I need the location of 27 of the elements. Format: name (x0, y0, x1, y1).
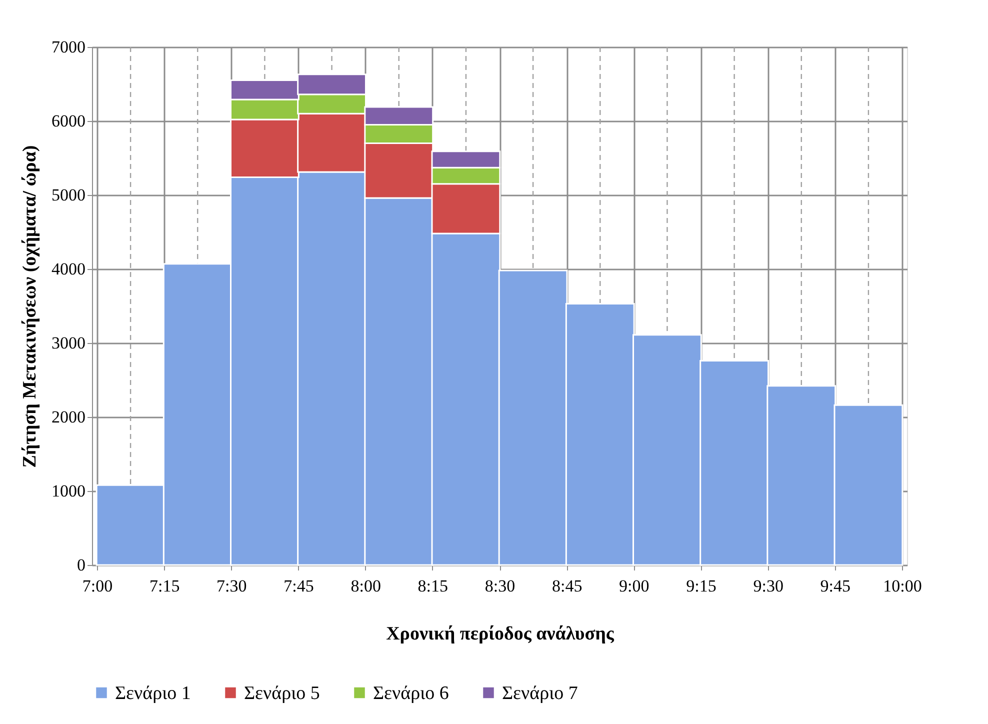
x-tick-label: 8:45 (552, 576, 582, 596)
legend-label: Σενάριο 5 (244, 682, 320, 704)
x-tick-label: 7:45 (284, 576, 314, 596)
y-axis-title: Ζήτηση Μετακινήσεων (οχήματα/ ώρα) (20, 145, 40, 468)
x-tick-label: 8:00 (350, 576, 381, 596)
x-tick-label: 9:30 (753, 576, 784, 596)
legend-label: Σενάριο 6 (373, 682, 449, 704)
y-tick-label: 5000 (52, 186, 86, 204)
y-tick-label: 6000 (52, 112, 86, 130)
x-tick-label: 7:15 (149, 576, 180, 596)
legend-label: Σενάριο 7 (502, 682, 578, 704)
x-axis-title: Χρονική περίοδος ανάλυσης (386, 624, 615, 644)
x-tick-label: 9:15 (686, 576, 716, 596)
legend-label: Σενάριο 1 (115, 682, 191, 704)
x-tick-label: 8:15 (418, 576, 448, 596)
y-tick-label: 7000 (52, 38, 86, 56)
y-tick-label: 4000 (52, 260, 86, 278)
x-tick-label: 7:00 (82, 576, 113, 596)
x-tick-label: 9:45 (820, 576, 851, 596)
y-tick-label: 1000 (52, 482, 86, 500)
y-tick-label: 2000 (52, 408, 86, 426)
x-tick-label: 7:30 (216, 576, 247, 596)
y-tick-label: 3000 (52, 334, 86, 352)
x-tick-label: 8:30 (484, 576, 516, 596)
x-tick-label: 10:00 (883, 576, 922, 596)
x-tick-label: 9:00 (619, 576, 650, 596)
y-tick-label: 0 (77, 556, 86, 574)
